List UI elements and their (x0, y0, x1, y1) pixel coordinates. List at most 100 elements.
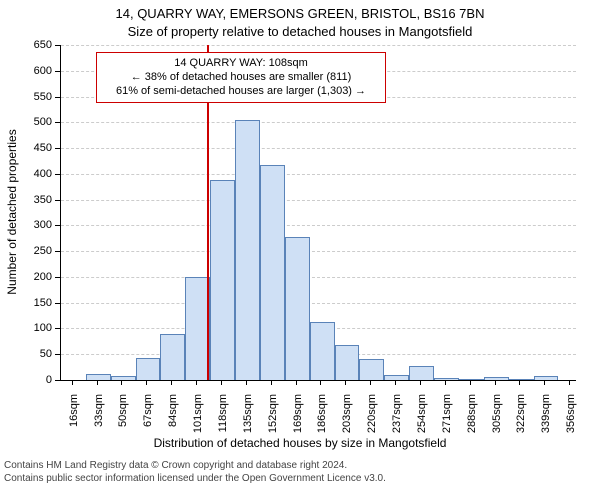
y-tick-label: 100 (20, 322, 52, 334)
chart-title-line2: Size of property relative to detached ho… (0, 24, 600, 39)
footer-line2: Contains public sector information licen… (4, 473, 386, 486)
histogram-bar (160, 334, 185, 380)
x-tick-mark (495, 380, 496, 385)
annotation-line: 14 QUARRY WAY: 108sqm (103, 57, 379, 71)
histogram-bar (86, 374, 111, 380)
y-tick-mark (55, 200, 60, 201)
x-tick-label: 237sqm (391, 394, 403, 444)
y-tick-mark (55, 277, 60, 278)
x-tick-mark (221, 380, 222, 385)
annotation-line: 61% of semi-detached houses are larger (… (103, 85, 379, 99)
x-tick-mark (121, 380, 122, 385)
y-tick-label: 500 (20, 116, 52, 128)
histogram-bar (459, 379, 484, 380)
histogram-bar (409, 366, 434, 380)
y-tick-mark (55, 122, 60, 123)
x-tick-mark (370, 380, 371, 385)
grid-line (61, 45, 576, 46)
grid-line (61, 277, 576, 278)
grid-line (61, 174, 576, 175)
histogram-bar (509, 379, 534, 380)
y-tick-label: 300 (20, 219, 52, 231)
grid-line (61, 122, 576, 123)
grid-line (61, 200, 576, 201)
y-tick-mark (55, 174, 60, 175)
y-tick-label: 400 (20, 168, 52, 180)
y-tick-label: 200 (20, 271, 52, 283)
x-tick-mark (470, 380, 471, 385)
x-tick-label: 84sqm (167, 394, 179, 444)
x-tick-mark (345, 380, 346, 385)
grid-line (61, 148, 576, 149)
y-axis-title: Number of detached properties (5, 112, 19, 312)
grid-line (61, 303, 576, 304)
histogram-bar (359, 359, 384, 380)
y-tick-mark (55, 251, 60, 252)
x-tick-mark (246, 380, 247, 385)
x-tick-mark (171, 380, 172, 385)
x-tick-label: 50sqm (117, 394, 129, 444)
x-tick-label: 169sqm (292, 394, 304, 444)
x-tick-mark (320, 380, 321, 385)
x-tick-mark (569, 380, 570, 385)
x-tick-mark (544, 380, 545, 385)
footer-line1: Contains HM Land Registry data © Crown c… (4, 460, 386, 473)
x-tick-mark (196, 380, 197, 385)
x-tick-mark (72, 380, 73, 385)
histogram-bar (210, 180, 235, 380)
y-tick-mark (55, 45, 60, 46)
y-tick-label: 50 (20, 348, 52, 360)
x-tick-label: 271sqm (441, 394, 453, 444)
x-tick-label: 288sqm (466, 394, 478, 444)
grid-line (61, 251, 576, 252)
x-tick-label: 322sqm (515, 394, 527, 444)
x-tick-label: 186sqm (316, 394, 328, 444)
attribution-footer: Contains HM Land Registry data © Crown c… (4, 460, 386, 485)
x-tick-label: 254sqm (416, 394, 428, 444)
x-tick-label: 339sqm (540, 394, 552, 444)
y-tick-mark (55, 380, 60, 381)
y-tick-mark (55, 71, 60, 72)
y-tick-label: 550 (20, 91, 52, 103)
histogram-bar (285, 237, 310, 380)
x-tick-label: 101sqm (192, 394, 204, 444)
y-tick-label: 650 (20, 39, 52, 51)
chart-title-line1: 14, QUARRY WAY, EMERSONS GREEN, BRISTOL,… (0, 6, 600, 21)
grid-line (61, 225, 576, 226)
x-tick-label: 135sqm (242, 394, 254, 444)
x-tick-mark (97, 380, 98, 385)
x-tick-label: 220sqm (366, 394, 378, 444)
x-tick-mark (271, 380, 272, 385)
property-size-histogram: 14, QUARRY WAY, EMERSONS GREEN, BRISTOL,… (0, 0, 600, 500)
annotation-box: 14 QUARRY WAY: 108sqm← 38% of detached h… (96, 52, 386, 103)
x-tick-mark (395, 380, 396, 385)
y-tick-mark (55, 354, 60, 355)
y-tick-mark (55, 328, 60, 329)
histogram-bar (534, 376, 559, 380)
y-tick-label: 600 (20, 65, 52, 77)
y-tick-label: 450 (20, 142, 52, 154)
y-tick-mark (55, 225, 60, 226)
x-tick-label: 203sqm (341, 394, 353, 444)
y-tick-mark (55, 97, 60, 98)
histogram-bar (235, 120, 260, 380)
x-tick-label: 33sqm (93, 394, 105, 444)
histogram-bar (335, 345, 360, 380)
y-tick-label: 350 (20, 194, 52, 206)
histogram-bar (384, 375, 409, 380)
x-tick-mark (445, 380, 446, 385)
x-tick-mark (519, 380, 520, 385)
x-tick-label: 152sqm (267, 394, 279, 444)
histogram-bar (310, 322, 335, 380)
x-tick-label: 305sqm (491, 394, 503, 444)
histogram-bar (136, 358, 161, 380)
x-tick-label: 356sqm (565, 394, 577, 444)
x-tick-label: 118sqm (217, 394, 229, 444)
plot-area: 14 QUARRY WAY: 108sqm← 38% of detached h… (60, 45, 576, 381)
x-tick-label: 67sqm (142, 394, 154, 444)
y-tick-mark (55, 148, 60, 149)
histogram-bar (260, 165, 285, 380)
annotation-line: ← 38% of detached houses are smaller (81… (103, 71, 379, 85)
y-tick-label: 250 (20, 245, 52, 257)
x-tick-mark (146, 380, 147, 385)
